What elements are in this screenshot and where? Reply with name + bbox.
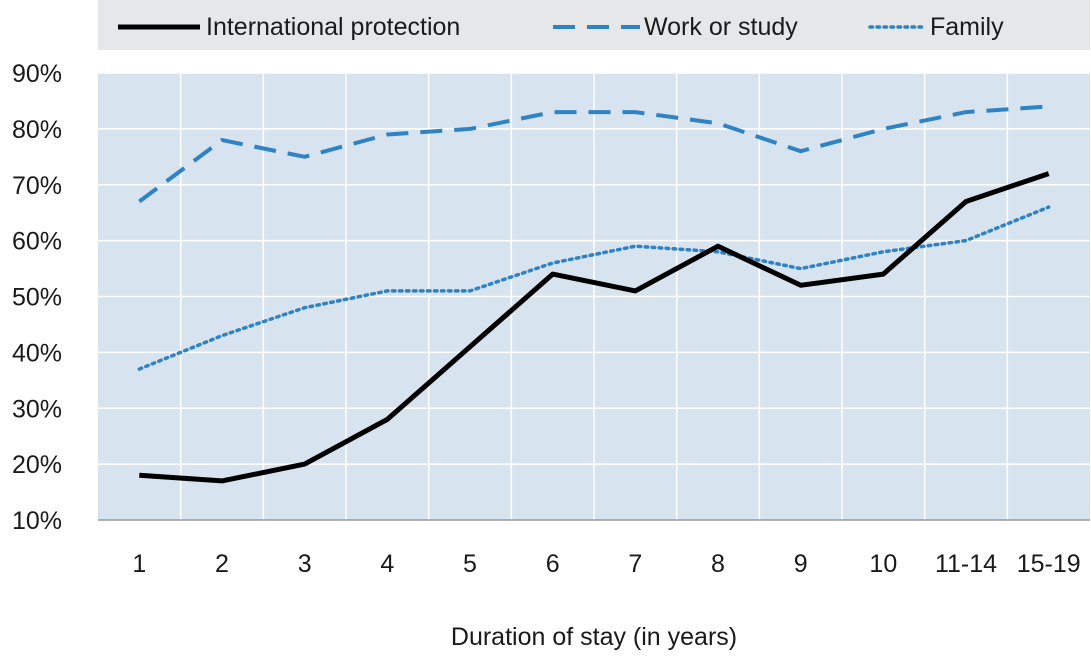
y-tick-label: 50%: [12, 284, 62, 312]
series-line-international-protection: [139, 171, 1050, 484]
x-tick-label: 9: [794, 550, 808, 578]
x-tick-label: 1: [132, 550, 146, 578]
series-line-family: [137, 205, 1051, 371]
y-tick-label: 20%: [12, 451, 62, 479]
x-tick-label: 10: [869, 550, 897, 578]
y-tick-label: 60%: [12, 228, 62, 256]
x-tick-label: 11-14: [935, 550, 997, 578]
y-tick-label: 80%: [12, 116, 62, 144]
legend-item: Work or study: [553, 13, 798, 41]
legend-item: International protection: [118, 13, 460, 41]
x-tick-label: 3: [298, 550, 312, 578]
y-tick-label: 90%: [12, 60, 62, 88]
legend-label: International protection: [206, 13, 460, 41]
series-lines: [137, 104, 1051, 484]
y-tick-label: 10%: [12, 507, 62, 535]
legend: International protection Work or study Fam…: [118, 13, 1004, 41]
x-tick-label: 7: [628, 550, 642, 578]
x-tick-label: 5: [463, 550, 477, 578]
legend-label: Family: [930, 13, 1004, 41]
x-tick-label: 4: [380, 550, 394, 578]
x-axis-title: Duration of stay (in years): [451, 623, 737, 651]
x-tick-label: 2: [215, 550, 229, 578]
axes: 10% 20% 30% 40% 50% 60% 70% 80% 90% 1 2 3 4 5 6 7 8 9 10 11…: [12, 60, 1090, 578]
gridlines: [98, 72, 1090, 520]
legend-label: Work or study: [644, 13, 798, 41]
series-line-work-or-study: [138, 104, 1049, 204]
y-tick-label: 40%: [12, 339, 62, 367]
x-tick-label: 6: [546, 550, 560, 578]
y-tick-label: 30%: [12, 395, 62, 423]
legend-item: Family: [868, 13, 1004, 41]
x-tick-label: 15-19: [1017, 550, 1081, 578]
x-tick-label: 8: [711, 550, 725, 578]
y-tick-label: 70%: [12, 172, 62, 200]
